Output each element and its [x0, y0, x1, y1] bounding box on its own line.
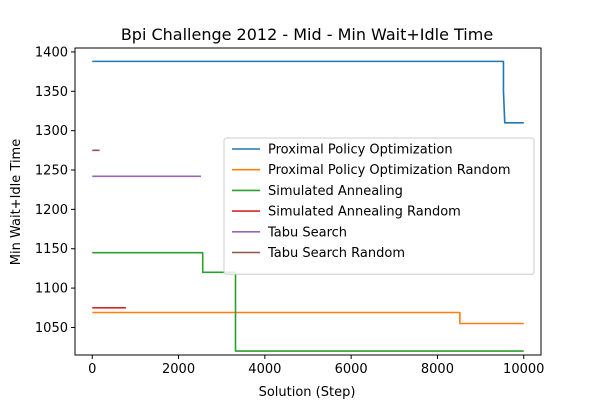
legend-label: Simulated Annealing — [268, 184, 403, 199]
y-tick-label: 1100 — [35, 282, 68, 297]
chart-title: Bpi Challenge 2012 - Mid - Min Wait+Idle… — [121, 25, 493, 44]
y-tick-label: 1300 — [35, 124, 68, 139]
x-tick-label: 0 — [88, 362, 96, 377]
plot-area: 0 2000 4000 6000 8000 10000 1050 1100 1150 1200 12… — [35, 45, 545, 377]
x-tick-label: 4000 — [248, 362, 281, 377]
x-tick-label: 10000 — [503, 362, 544, 377]
y-tick-label: 1150 — [35, 242, 68, 257]
legend-box — [223, 137, 535, 275]
legend-label: Tabu Search — [267, 225, 347, 240]
legend-label: Proximal Policy Optimization Random — [268, 163, 511, 178]
legend-label: Proximal Policy Optimization — [268, 143, 453, 158]
x-tick-label: 8000 — [421, 362, 454, 377]
plot-frame — [74, 47, 542, 356]
legend-label: Tabu Search Random — [267, 246, 405, 261]
legend: Proximal Policy Optimization Proximal Pol… — [223, 137, 535, 275]
y-tick-label: 1400 — [35, 45, 68, 60]
x-tick-label: 6000 — [335, 362, 368, 377]
y-axis-title: Min Wait+Idle Time — [9, 139, 24, 265]
series-line-1 — [92, 60, 524, 124]
legend-label: Simulated Annealing Random — [268, 205, 461, 220]
series-line-2 — [92, 311, 524, 325]
y-tick-label: 1350 — [35, 85, 68, 100]
y-tick-label: 1200 — [35, 203, 68, 218]
y-tick-label: 1050 — [35, 321, 68, 336]
x-axis-title: Solution (Step) — [259, 385, 356, 400]
y-tick-label: 1250 — [35, 164, 68, 179]
x-tick-label: 2000 — [162, 362, 195, 377]
series-line-3 — [92, 251, 524, 352]
